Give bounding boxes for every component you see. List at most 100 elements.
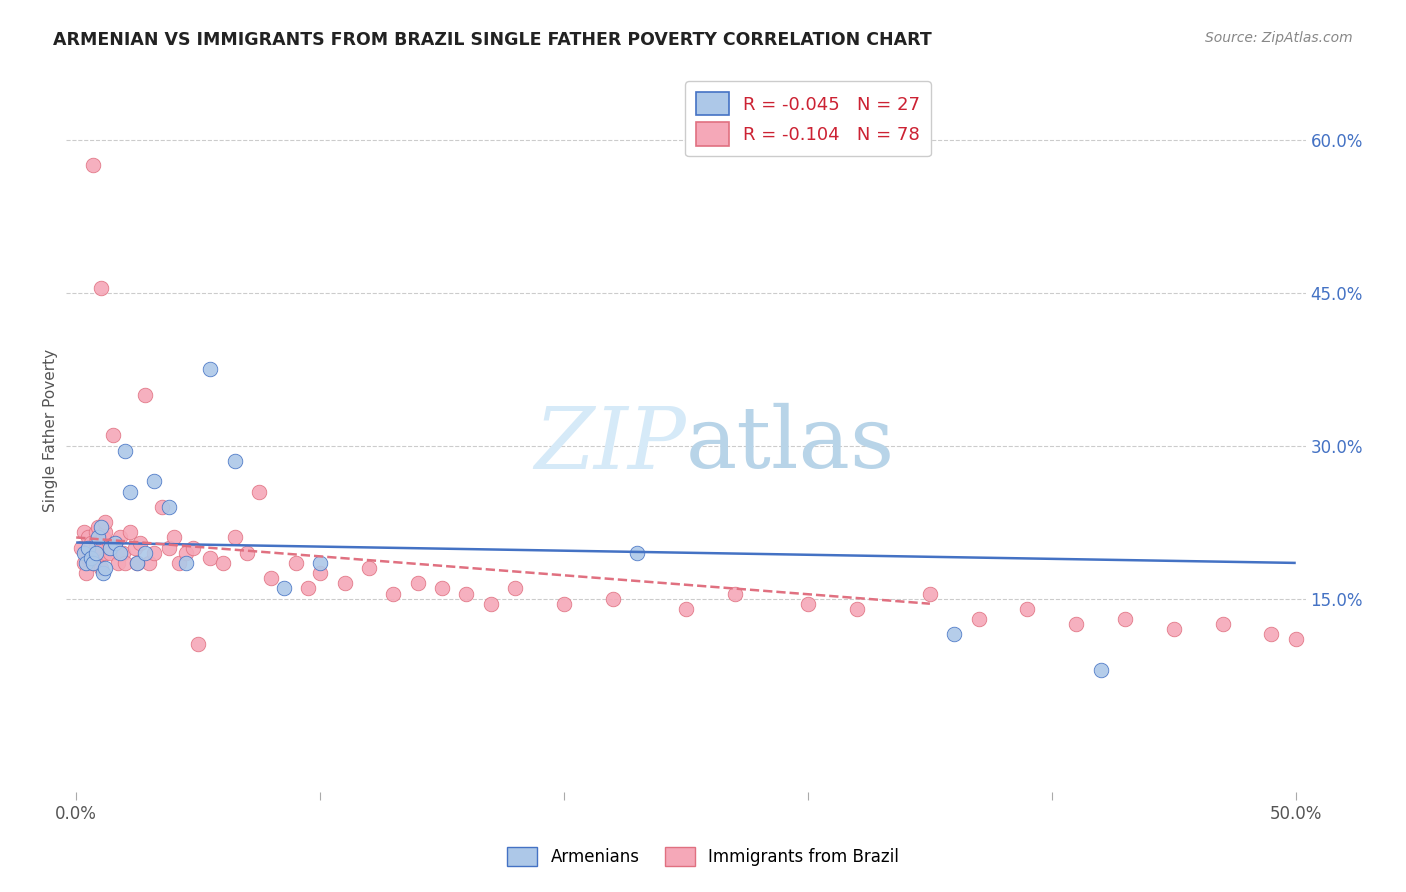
Point [77, 531, 100, 545]
Point [1285, 632, 1308, 647]
Point [1064, 617, 1087, 632]
Point [91, 531, 114, 545]
Point [97, 541, 120, 555]
Point [75, 546, 97, 560]
Point [90, 281, 112, 295]
Point [84, 535, 107, 549]
Point [260, 571, 283, 585]
Point [163, 531, 186, 545]
Point [157, 500, 180, 514]
Point [90, 520, 112, 534]
Point [247, 484, 270, 499]
Point [77, 550, 100, 565]
Point [91, 541, 114, 555]
Point [124, 541, 146, 555]
Point [80, 535, 103, 549]
Point [107, 556, 129, 570]
Point [200, 362, 222, 376]
Point [143, 475, 166, 489]
Point [406, 576, 429, 591]
Point [967, 612, 990, 626]
Point [626, 546, 648, 560]
Point [82, 556, 104, 570]
Point [72, 525, 94, 540]
Point [138, 556, 160, 570]
Point [134, 388, 156, 402]
Point [181, 541, 204, 555]
Point [84, 541, 107, 555]
Point [108, 546, 131, 560]
Point [114, 443, 136, 458]
Point [134, 546, 156, 560]
Point [224, 454, 246, 468]
Point [87, 531, 110, 545]
Text: ZIP: ZIP [534, 403, 686, 486]
Point [72, 556, 94, 570]
Point [72, 546, 94, 560]
Point [150, 500, 173, 514]
Point [845, 602, 868, 616]
Point [80, 550, 103, 565]
Point [1212, 617, 1234, 632]
Point [273, 582, 295, 596]
Point [382, 586, 405, 600]
Point [70, 541, 93, 555]
Legend: R = -0.045   N = 27, R = -0.104   N = 78: R = -0.045 N = 27, R = -0.104 N = 78 [685, 81, 931, 156]
Point [82, 556, 104, 570]
Point [675, 602, 697, 616]
Point [1163, 622, 1185, 636]
Point [167, 556, 190, 570]
Point [918, 586, 941, 600]
Point [333, 576, 356, 591]
Point [94, 515, 117, 529]
Point [297, 582, 319, 596]
Point [943, 627, 966, 641]
Point [503, 582, 526, 596]
Point [128, 535, 150, 549]
Point [211, 556, 233, 570]
Point [284, 556, 307, 570]
Point [90, 561, 112, 575]
Y-axis label: Single Father Poverty: Single Father Poverty [44, 349, 58, 512]
Point [108, 531, 131, 545]
Point [309, 566, 332, 581]
Point [118, 484, 141, 499]
Point [143, 546, 166, 560]
Point [84, 546, 107, 560]
Point [101, 428, 124, 442]
Point [118, 525, 141, 540]
Point [98, 541, 121, 555]
Point [553, 597, 575, 611]
Point [91, 566, 114, 581]
Point [94, 561, 117, 575]
Point [84, 546, 107, 560]
Point [84, 525, 107, 540]
Point [80, 541, 103, 555]
Point [127, 556, 149, 570]
Point [82, 158, 104, 172]
Point [797, 597, 820, 611]
Point [200, 550, 222, 565]
Text: Source: ZipAtlas.com: Source: ZipAtlas.com [1205, 31, 1353, 45]
Point [87, 520, 110, 534]
Point [75, 566, 97, 581]
Point [104, 535, 127, 549]
Point [479, 597, 502, 611]
Point [602, 591, 624, 606]
Point [98, 546, 121, 560]
Point [104, 535, 127, 549]
Point [157, 541, 180, 555]
Point [87, 550, 110, 565]
Point [114, 556, 136, 570]
Point [357, 561, 380, 575]
Point [174, 556, 197, 570]
Point [1090, 663, 1112, 677]
Point [94, 525, 117, 540]
Point [430, 582, 453, 596]
Legend: Armenians, Immigrants from Brazil: Armenians, Immigrants from Brazil [501, 840, 905, 873]
Text: atlas: atlas [686, 403, 896, 486]
Point [1017, 602, 1039, 616]
Point [174, 546, 197, 560]
Point [94, 546, 117, 560]
Point [236, 546, 259, 560]
